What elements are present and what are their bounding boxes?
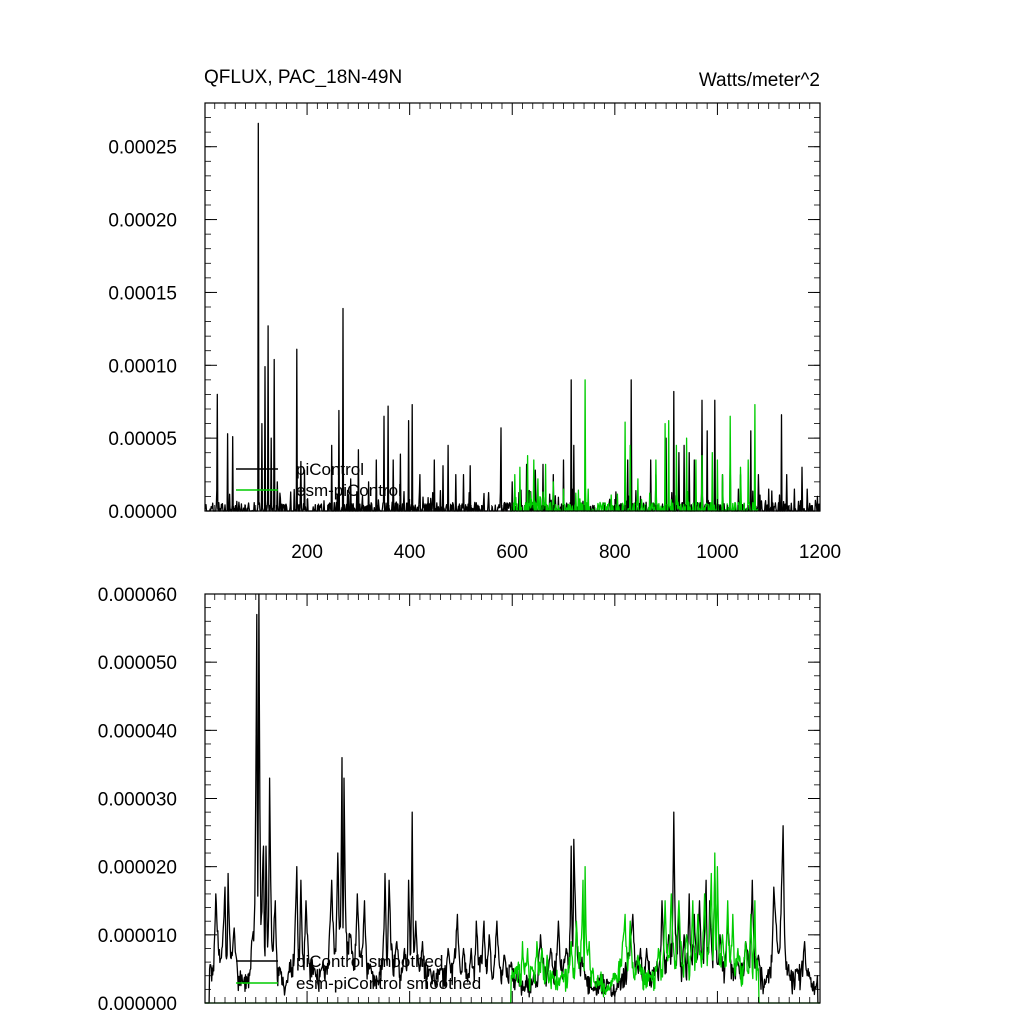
legend-label-picontrol-smoothed: piControl smoothed bbox=[296, 952, 443, 971]
y-tick-label: 0.000010 bbox=[98, 926, 177, 947]
bottom-x-ticks bbox=[214, 594, 821, 1003]
y-tick-label: 0.000040 bbox=[98, 721, 177, 742]
y-tick-label: 0.000060 bbox=[98, 585, 177, 606]
x-tick-label: 600 bbox=[496, 542, 528, 563]
top-x-ticks: 200 400 600 800 1000 1200 bbox=[214, 103, 841, 563]
y-tick-label: 0.00015 bbox=[108, 283, 177, 304]
x-tick-label: 1000 bbox=[696, 542, 738, 563]
y-tick-label: 0.00025 bbox=[108, 138, 177, 159]
legend-label-esm-picontrol-smoothed: esm-piControl smoothed bbox=[296, 974, 481, 993]
x-tick-label: 800 bbox=[599, 542, 631, 563]
chart-title: QFLUX, PAC_18N-49N bbox=[204, 67, 402, 88]
top-y-ticks: 0.00000 0.00005 0.00010 0.00015 0.00020 0.000… bbox=[108, 102, 820, 523]
y-tick-label: 0.000030 bbox=[98, 790, 177, 811]
legend-label-picontrol: piControl bbox=[296, 460, 364, 479]
top-legend: piControl esm-piControl bbox=[236, 460, 402, 500]
legend-label-esm-picontrol: esm-piControl bbox=[296, 481, 402, 500]
bottom-panel: 0.000000 0.000010 0.000020 0.000030 0.000040… bbox=[98, 585, 821, 1015]
top-panel: QFLUX, PAC_18N-49N Watts/meter^2 0.00000… bbox=[108, 67, 841, 563]
chart-units: Watts/meter^2 bbox=[699, 70, 820, 91]
x-tick-label: 200 bbox=[291, 542, 323, 563]
y-tick-label: 0.00010 bbox=[108, 356, 177, 377]
bottom-y-ticks: 0.000000 0.000010 0.000020 0.000030 0.000040… bbox=[98, 585, 820, 1015]
y-tick-label: 0.000050 bbox=[98, 653, 177, 674]
y-tick-label: 0.000020 bbox=[98, 858, 177, 879]
y-tick-label: 0.00000 bbox=[108, 502, 177, 523]
x-tick-label: 400 bbox=[394, 542, 426, 563]
y-tick-label: 0.000000 bbox=[98, 994, 177, 1015]
bottom-legend: piControl smoothed esm-piControl smoothe… bbox=[236, 952, 481, 993]
y-tick-label: 0.00005 bbox=[108, 429, 177, 450]
y-tick-label: 0.00020 bbox=[108, 211, 177, 232]
x-tick-label: 1200 bbox=[799, 542, 841, 563]
